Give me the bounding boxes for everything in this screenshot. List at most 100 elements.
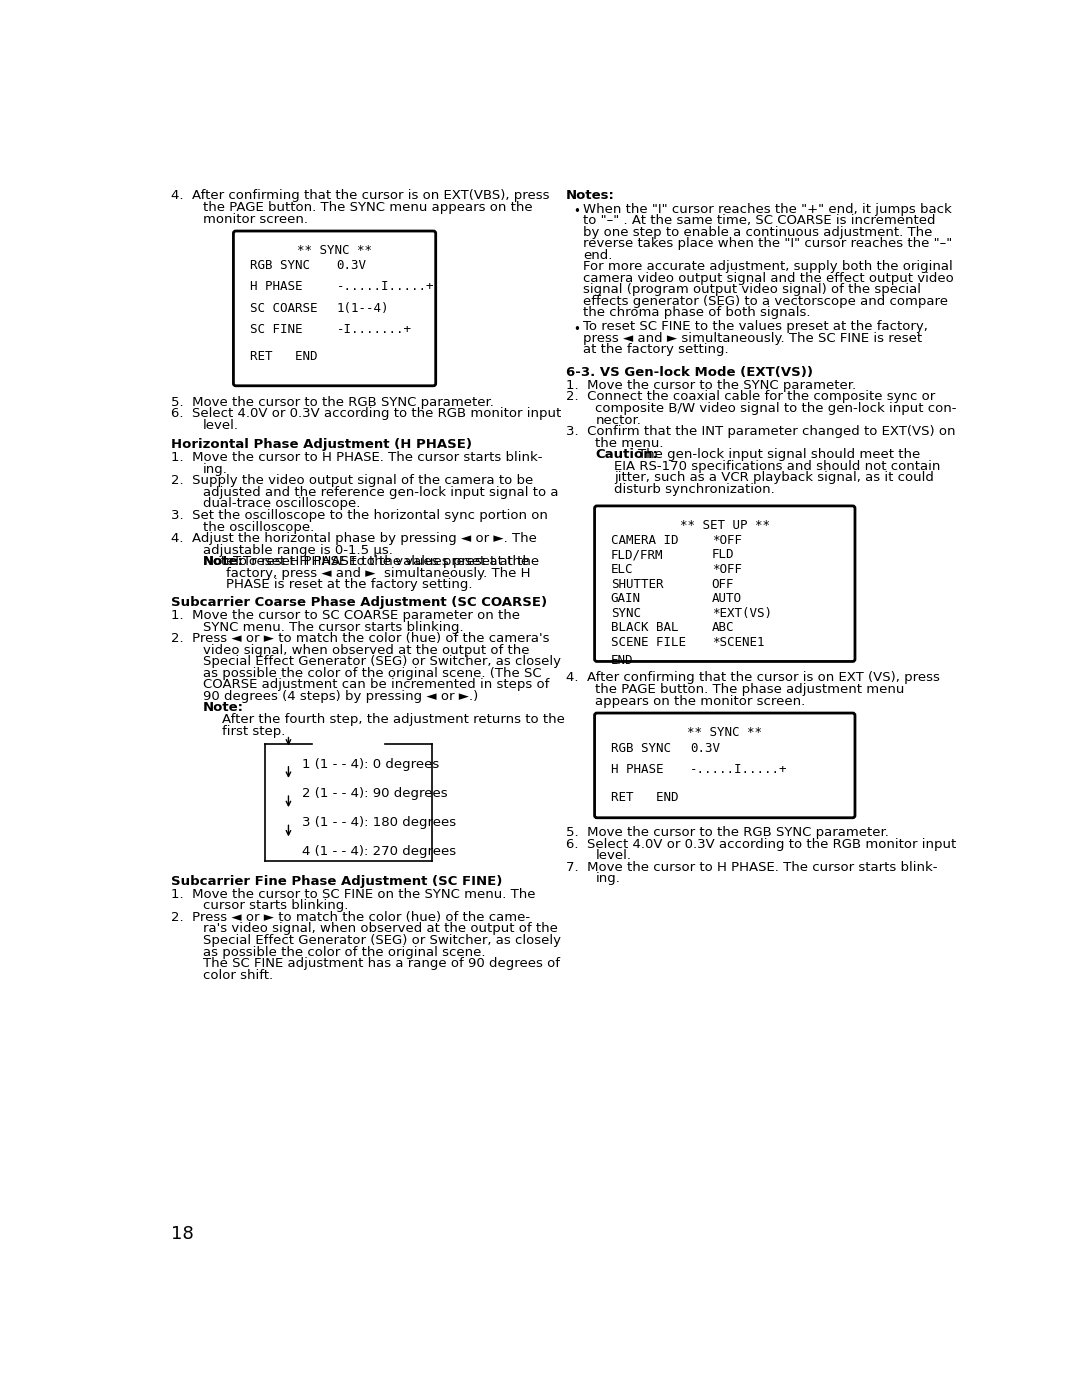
- Text: factory, press ◄ and ►  simultaneously. The H: factory, press ◄ and ► simultaneously. T…: [227, 567, 531, 579]
- Text: ing.: ing.: [595, 873, 620, 886]
- Text: 1 (1 - - 4): 0 degrees: 1 (1 - - 4): 0 degrees: [302, 758, 440, 771]
- Text: EIA RS-170 specifications and should not contain: EIA RS-170 specifications and should not…: [613, 460, 941, 473]
- FancyBboxPatch shape: [595, 506, 855, 662]
- Text: 3.  Confirm that the INT parameter changed to EXT(VS) on: 3. Confirm that the INT parameter change…: [566, 425, 956, 438]
- Text: 1.  Move the cursor to SC FINE on the SYNC menu. The: 1. Move the cursor to SC FINE on the SYN…: [171, 888, 536, 901]
- Text: •: •: [573, 204, 581, 218]
- Text: ** SET UP **: ** SET UP **: [679, 519, 770, 532]
- Text: RET   END: RET END: [249, 350, 318, 362]
- Text: -.....I.....+: -.....I.....+: [690, 762, 787, 776]
- Text: FLD/FRM: FLD/FRM: [611, 548, 663, 561]
- Text: Caution:: Caution:: [595, 448, 659, 462]
- Text: monitor screen.: monitor screen.: [203, 213, 308, 225]
- Text: ELC: ELC: [611, 562, 633, 576]
- Text: Notes:: Notes:: [566, 189, 615, 203]
- Text: end.: end.: [583, 249, 612, 262]
- Text: 6.  Select 4.0V or 0.3V according to the RGB monitor input: 6. Select 4.0V or 0.3V according to the …: [566, 838, 956, 851]
- Text: cursor starts blinking.: cursor starts blinking.: [203, 900, 349, 912]
- Text: reverse takes place when the "I" cursor reaches the "–": reverse takes place when the "I" cursor …: [583, 238, 953, 250]
- Text: Subcarrier Fine Phase Adjustment (SC FINE): Subcarrier Fine Phase Adjustment (SC FIN…: [171, 874, 502, 888]
- Text: 0.3V: 0.3V: [690, 741, 720, 754]
- Text: the oscilloscope.: the oscilloscope.: [203, 520, 314, 533]
- Text: After the fourth step, the adjustment returns to the: After the fourth step, the adjustment re…: [221, 713, 565, 726]
- Text: level.: level.: [595, 849, 632, 862]
- Text: OFF: OFF: [712, 578, 734, 590]
- Text: 5.  Move the cursor to the RGB SYNC parameter.: 5. Move the cursor to the RGB SYNC param…: [171, 396, 494, 409]
- Text: RGB SYNC: RGB SYNC: [611, 741, 671, 754]
- Text: SYNC: SYNC: [611, 607, 640, 620]
- Text: ing.: ing.: [203, 463, 228, 476]
- Text: 1.  Move the cursor to the SYNC parameter.: 1. Move the cursor to the SYNC parameter…: [566, 379, 856, 392]
- Text: level.: level.: [203, 418, 239, 432]
- Text: H PHASE: H PHASE: [611, 762, 663, 776]
- Text: Note: To reset H PHASE to the values preset at the: Note: To reset H PHASE to the values pre…: [203, 555, 539, 568]
- Text: adjustable range is 0-1.5 μs.: adjustable range is 0-1.5 μs.: [203, 544, 393, 557]
- Text: -I.......+: -I.......+: [337, 323, 411, 336]
- Text: jitter, such as a VCR playback signal, as it could: jitter, such as a VCR playback signal, a…: [613, 471, 934, 484]
- Text: SC COARSE: SC COARSE: [249, 302, 318, 315]
- Text: the chroma phase of both signals.: the chroma phase of both signals.: [583, 306, 810, 319]
- Text: SHUTTER: SHUTTER: [611, 578, 663, 590]
- Text: H PHASE: H PHASE: [249, 280, 302, 294]
- Text: 1.  Move the cursor to SC COARSE parameter on the: 1. Move the cursor to SC COARSE paramete…: [171, 609, 519, 623]
- Text: 18: 18: [171, 1226, 193, 1244]
- Text: *OFF: *OFF: [712, 533, 742, 547]
- Text: Special Effect Generator (SEG) or Switcher, as closely: Special Effect Generator (SEG) or Switch…: [203, 935, 562, 947]
- Text: effects generator (SEG) to a vectorscope and compare: effects generator (SEG) to a vectorscope…: [583, 295, 948, 308]
- Text: 6-3. VS Gen-lock Mode (EXT(VS)): 6-3. VS Gen-lock Mode (EXT(VS)): [566, 365, 813, 379]
- Text: appears on the monitor screen.: appears on the monitor screen.: [595, 694, 806, 708]
- Text: 4.  After confirming that the cursor is on EXT (VS), press: 4. After confirming that the cursor is o…: [566, 672, 940, 684]
- Text: RGB SYNC: RGB SYNC: [249, 259, 310, 271]
- Text: first step.: first step.: [221, 725, 285, 737]
- Text: COARSE adjustment can be incremented in steps of: COARSE adjustment can be incremented in …: [203, 679, 550, 691]
- Text: as possible the color of the original scene. (The SC: as possible the color of the original sc…: [203, 667, 542, 680]
- Text: To reset SC FINE to the values preset at the factory,: To reset SC FINE to the values preset at…: [583, 320, 928, 333]
- Text: •: •: [573, 323, 581, 336]
- Text: SYNC menu. The cursor starts blinking.: SYNC menu. The cursor starts blinking.: [203, 621, 463, 634]
- Text: When the "I" cursor reaches the "+" end, it jumps back: When the "I" cursor reaches the "+" end,…: [583, 203, 951, 215]
- Text: 2.  Supply the video output signal of the camera to be: 2. Supply the video output signal of the…: [171, 474, 532, 487]
- Text: adjusted and the reference gen-lock input signal to a: adjusted and the reference gen-lock inpu…: [203, 485, 558, 499]
- Text: video signal, when observed at the output of the: video signal, when observed at the outpu…: [203, 644, 529, 656]
- Text: -.....I.....+: -.....I.....+: [337, 280, 434, 294]
- Text: color shift.: color shift.: [203, 968, 273, 982]
- Text: 2.  Press ◄ or ► to match the color (hue) of the camera's: 2. Press ◄ or ► to match the color (hue)…: [171, 632, 549, 645]
- Text: the PAGE button. The SYNC menu appears on the: the PAGE button. The SYNC menu appears o…: [203, 201, 532, 214]
- Text: 1(1--4): 1(1--4): [337, 302, 389, 315]
- Text: *OFF: *OFF: [712, 562, 742, 576]
- Text: 3 (1 - - 4): 180 degrees: 3 (1 - - 4): 180 degrees: [302, 816, 457, 830]
- Text: *SCENE1: *SCENE1: [712, 637, 765, 649]
- Text: Subcarrier Coarse Phase Adjustment (SC COARSE): Subcarrier Coarse Phase Adjustment (SC C…: [171, 596, 546, 609]
- FancyBboxPatch shape: [595, 713, 855, 818]
- Text: nector.: nector.: [595, 414, 642, 427]
- Text: 3.  Set the oscilloscope to the horizontal sync portion on: 3. Set the oscilloscope to the horizonta…: [171, 509, 548, 522]
- Text: 2.  Press ◄ or ► to match the color (hue) of the came-: 2. Press ◄ or ► to match the color (hue)…: [171, 911, 530, 923]
- Text: ** SYNC **: ** SYNC **: [297, 243, 373, 257]
- Text: signal (program output video signal) of the special: signal (program output video signal) of …: [583, 284, 921, 297]
- Text: as possible the color of the original scene.: as possible the color of the original sc…: [203, 946, 486, 958]
- Text: GAIN: GAIN: [611, 592, 640, 606]
- Text: 2.  Connect the coaxial cable for the composite sync or: 2. Connect the coaxial cable for the com…: [566, 390, 935, 403]
- Text: 4.  Adjust the horizontal phase by pressing ◄ or ►. The: 4. Adjust the horizontal phase by pressi…: [171, 532, 537, 546]
- Text: Horizontal Phase Adjustment (H PHASE): Horizontal Phase Adjustment (H PHASE): [171, 438, 472, 450]
- FancyBboxPatch shape: [233, 231, 435, 386]
- Text: 4 (1 - - 4): 270 degrees: 4 (1 - - 4): 270 degrees: [302, 845, 457, 859]
- Text: FLD: FLD: [712, 548, 734, 561]
- Text: ra's video signal, when observed at the output of the: ra's video signal, when observed at the …: [203, 922, 558, 936]
- Text: For more accurate adjustment, supply both the original: For more accurate adjustment, supply bot…: [583, 260, 953, 273]
- Text: disturb synchronization.: disturb synchronization.: [613, 483, 774, 495]
- Text: 5.  Move the cursor to the RGB SYNC parameter.: 5. Move the cursor to the RGB SYNC param…: [566, 827, 889, 839]
- Text: camera video output signal and the effect output video: camera video output signal and the effec…: [583, 271, 954, 285]
- Text: 7.  Move the cursor to H PHASE. The cursor starts blink-: 7. Move the cursor to H PHASE. The curso…: [566, 860, 937, 874]
- Text: SC FINE: SC FINE: [249, 323, 302, 336]
- Text: at the factory setting.: at the factory setting.: [583, 343, 729, 357]
- Text: Special Effect Generator (SEG) or Switcher, as closely: Special Effect Generator (SEG) or Switch…: [203, 655, 562, 669]
- Text: *EXT(VS): *EXT(VS): [712, 607, 771, 620]
- Text: by one step to enable a continuous adjustment. The: by one step to enable a continuous adjus…: [583, 225, 932, 239]
- Text: the menu.: the menu.: [595, 436, 664, 449]
- Text: 4.  After confirming that the cursor is on EXT(VBS), press: 4. After confirming that the cursor is o…: [171, 189, 549, 203]
- Text: To reset H PHASE to the values preset at the: To reset H PHASE to the values preset at…: [232, 555, 529, 568]
- Text: Note:: Note:: [203, 555, 244, 568]
- Text: BLACK BAL: BLACK BAL: [611, 621, 678, 634]
- Text: to "–" . At the same time, SC COARSE is incremented: to "–" . At the same time, SC COARSE is …: [583, 214, 935, 227]
